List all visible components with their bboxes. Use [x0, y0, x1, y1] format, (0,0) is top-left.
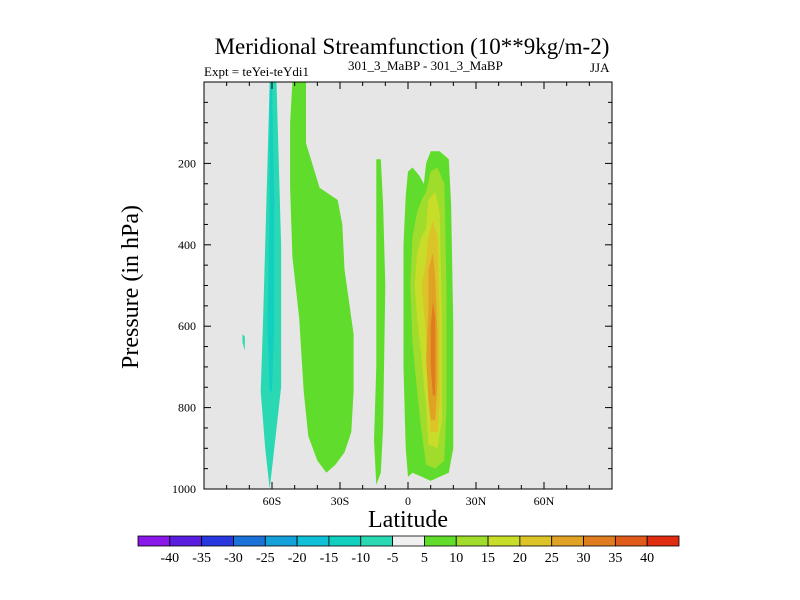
plot-area — [204, 82, 612, 489]
contour-region — [430, 301, 436, 396]
contour-region — [290, 82, 354, 473]
x-tick-label: 0 — [405, 494, 411, 508]
contour-region — [374, 159, 386, 485]
colorbar-label: 35 — [608, 551, 622, 566]
y-tick-label: 800 — [178, 401, 196, 415]
x-tick-label: 30S — [331, 494, 350, 508]
colorbar-swatch — [392, 535, 425, 547]
x-tick-label: 30N — [466, 494, 487, 508]
colorbar-swatch — [296, 535, 330, 547]
colorbar-label: -30 — [224, 551, 243, 566]
y-tick-label: 1000 — [172, 482, 196, 496]
colorbar-swatch — [328, 535, 362, 547]
colorbar-swatch — [233, 535, 266, 547]
colorbar: -40 -35 -30 -25 -20 -15 -10 -5 5 10 15 20 25 30 35 40 — [137, 535, 680, 566]
chart-title: Meridional Streamfunction (10**9kg/m-2) — [215, 34, 610, 59]
x-tick-label: 60S — [263, 494, 282, 508]
colorbar-swatch — [137, 535, 171, 547]
contour-region — [267, 82, 275, 392]
y-tick-label: 200 — [178, 156, 196, 170]
y-tick-label: 400 — [178, 238, 196, 252]
colorbar-label: 20 — [513, 551, 527, 566]
colorbar-swatch — [169, 535, 203, 547]
colorbar-label: -20 — [288, 551, 307, 566]
colorbar-label: -35 — [192, 551, 211, 566]
colorbar-swatch — [201, 535, 234, 547]
colorbar-swatch — [487, 535, 521, 547]
colorbar-label: -15 — [320, 551, 339, 566]
colorbar-label: 15 — [481, 551, 495, 566]
colorbar-swatch — [264, 535, 298, 547]
colorbar-swatch — [583, 535, 616, 547]
colorbar-swatch — [519, 535, 553, 547]
colorbar-label: 40 — [640, 551, 654, 566]
colorbar-swatch — [614, 535, 648, 547]
colorbar-label: -5 — [387, 551, 399, 566]
colorbar-swatch — [360, 535, 393, 547]
colorbar-label: 10 — [449, 551, 463, 566]
colorbar-swatch — [455, 535, 489, 547]
axes: 60S 30S 0 30N 60N 200 400 600 800 1000 — [172, 81, 613, 508]
colorbar-label: -10 — [351, 551, 370, 566]
colorbar-label: 5 — [421, 551, 428, 566]
experiment-diff-label: 301_3_MaBP - 301_3_MaBP — [348, 58, 503, 73]
colorbar-label: 25 — [545, 551, 559, 566]
contour-region — [242, 334, 245, 351]
colorbar-swatch — [551, 535, 584, 547]
y-tick-label: 600 — [178, 319, 196, 333]
x-axis-label: Latitude — [368, 507, 448, 533]
experiment-label: Expt = teYei-teYdi1 — [204, 64, 309, 79]
x-tick-label: 60N — [534, 494, 555, 508]
colorbar-label: -25 — [256, 551, 275, 566]
colorbar-label: 30 — [577, 551, 591, 566]
y-axis-label: Pressure (in hPa) — [118, 205, 144, 369]
colorbar-swatch — [424, 535, 457, 547]
colorbar-swatch — [646, 535, 680, 547]
season-label: JJA — [590, 60, 610, 75]
colorbar-label: -40 — [160, 551, 179, 566]
